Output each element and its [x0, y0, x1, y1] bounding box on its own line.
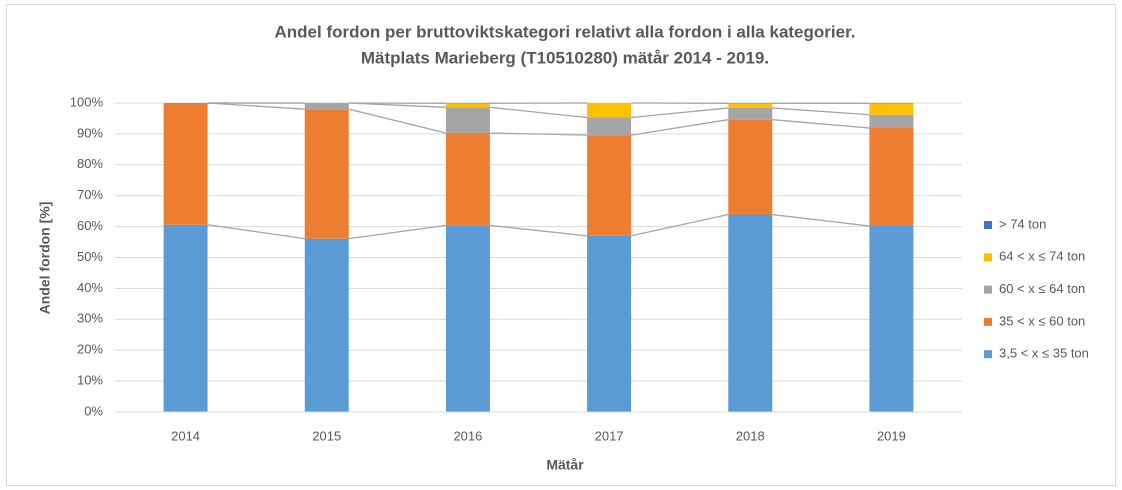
bar-segment: [728, 119, 773, 215]
chart-title: Andel fordon per bruttoviktskategori rel…: [275, 22, 856, 41]
bar-segment: [445, 103, 490, 108]
series-line: [772, 213, 870, 227]
bar-segment: [728, 103, 773, 108]
bar-segment: [445, 225, 490, 412]
y-tick-label: 90%: [77, 125, 103, 140]
series-line: [207, 102, 305, 110]
bar-segment: [869, 114, 914, 129]
bar-segment: [304, 103, 349, 110]
series-line: [348, 102, 446, 108]
bar-segment: [728, 214, 773, 412]
legend-swatch: [984, 253, 992, 262]
bar-segment: [587, 103, 632, 118]
series-line: [630, 119, 729, 136]
legend-label: > 74 ton: [999, 216, 1046, 231]
bar-segment: [869, 103, 914, 115]
y-tick-label: 0%: [84, 403, 103, 418]
legend-swatch: [984, 285, 992, 294]
y-tick-label: 20%: [77, 342, 103, 357]
bar-segment: [869, 128, 914, 226]
series-line: [489, 132, 588, 136]
y-tick-label: 10%: [77, 373, 103, 388]
series-line: [348, 108, 447, 134]
y-tick-label: 80%: [77, 156, 103, 171]
bar-segment: [304, 109, 349, 239]
x-tick-label: 2018: [736, 428, 765, 443]
bar-segment: [728, 107, 773, 120]
bar-segment: [587, 117, 632, 136]
y-tick-label: 60%: [77, 218, 103, 233]
series-line: [348, 224, 447, 240]
series-line: [207, 224, 305, 240]
legend-swatch: [984, 317, 992, 326]
chart-title: Mätplats Marieberg (T10510280) mätår 201…: [361, 48, 769, 67]
y-tick-label: 50%: [77, 249, 103, 264]
legend-label: 35 < x ≤ 60 ton: [999, 313, 1085, 328]
y-tick-label: 100%: [70, 94, 104, 109]
x-tick-label: 2019: [877, 428, 906, 443]
x-tick-label: 2014: [171, 428, 200, 443]
y-tick-label: 70%: [77, 187, 103, 202]
series-line: [772, 107, 870, 116]
y-tick-label: 40%: [77, 280, 103, 295]
x-tick-label: 2016: [453, 428, 482, 443]
x-axis-title: Mätår: [546, 457, 584, 473]
x-tick-label: 2017: [595, 428, 624, 443]
bar-segment: [445, 107, 490, 133]
y-axis-title: Andel fordon [%]: [37, 202, 53, 315]
legend-swatch: [984, 221, 992, 229]
legend-label: 3,5 < x ≤ 35 ton: [999, 346, 1089, 361]
series-line: [630, 213, 729, 237]
bar-segment: [587, 135, 632, 236]
bar-segment: [587, 235, 632, 412]
x-tick-label: 2015: [312, 428, 341, 443]
bar-segment: [445, 132, 490, 226]
y-tick-label: 30%: [77, 311, 103, 326]
legend-swatch: [984, 350, 992, 359]
legend-label: 60 < x ≤ 64 ton: [999, 281, 1085, 296]
bar-segment: [304, 238, 349, 412]
legend-label: 64 < x ≤ 74 ton: [999, 249, 1085, 264]
series-line: [489, 224, 588, 237]
series-line: [489, 106, 588, 119]
series-line: [772, 119, 870, 129]
bar-segment: [163, 103, 208, 225]
bar-segment: [163, 224, 208, 412]
series-line: [631, 107, 729, 119]
bar-segment: [869, 225, 914, 412]
